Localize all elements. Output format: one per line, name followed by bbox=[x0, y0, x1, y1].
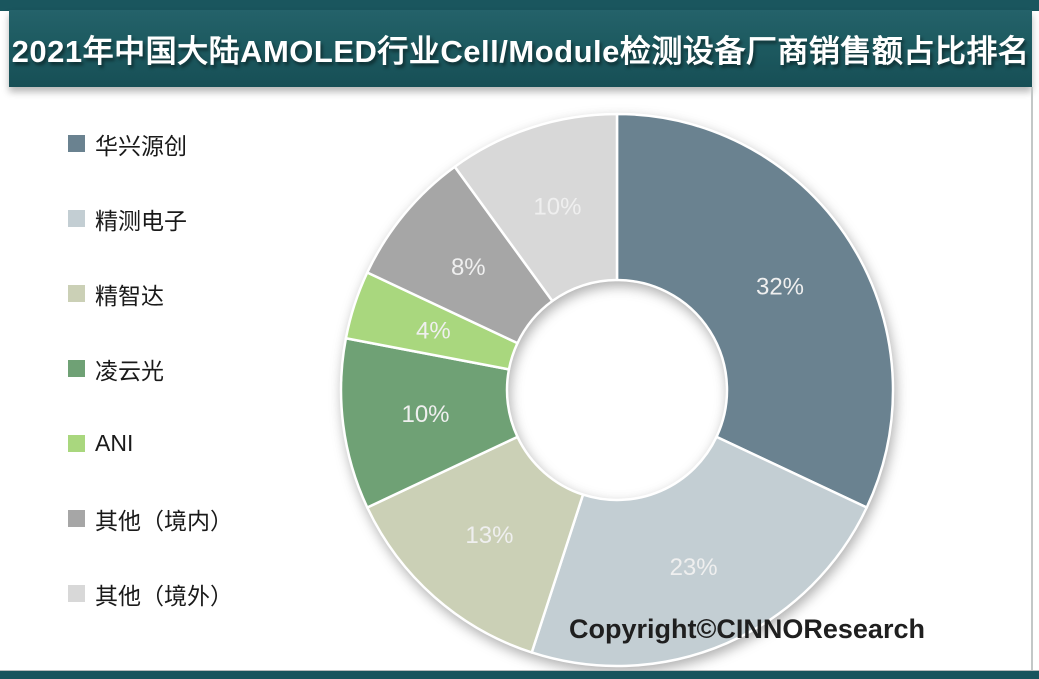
donut-slices bbox=[339, 112, 895, 668]
top-edge-strip bbox=[0, 0, 1039, 11]
slice-label: 10% bbox=[401, 401, 449, 428]
right-edge-line bbox=[1031, 87, 1033, 671]
legend-swatch bbox=[68, 435, 85, 452]
legend-label: 精智达 bbox=[95, 282, 164, 309]
copyright-watermark: Copyright©CINNOResearch bbox=[569, 614, 925, 644]
legend-label: 华兴源创 bbox=[95, 132, 187, 159]
donut-slice bbox=[530, 435, 868, 668]
legend-label: 凌云光 bbox=[95, 357, 164, 384]
legend-item: 华兴源创 bbox=[68, 131, 233, 159]
slice-label: 10% bbox=[533, 193, 581, 220]
slice-label: 4% bbox=[416, 317, 451, 344]
bottom-edge-strip bbox=[0, 670, 1039, 679]
legend-item: 其他（境内） bbox=[68, 506, 233, 534]
legend-swatch bbox=[68, 285, 85, 302]
legend-item: 精测电子 bbox=[68, 206, 233, 234]
slice-label: 8% bbox=[451, 254, 486, 281]
slice-label: 23% bbox=[670, 554, 718, 581]
legend-item: 其他（境外） bbox=[68, 581, 233, 609]
legend-swatch bbox=[68, 585, 85, 602]
slice-label: 32% bbox=[756, 274, 804, 301]
legend-swatch bbox=[68, 210, 85, 227]
legend-label: 其他（境外） bbox=[95, 582, 233, 609]
legend-item: 凌云光 bbox=[68, 356, 233, 384]
legend-label: ANI bbox=[95, 430, 134, 456]
donut-slice bbox=[339, 337, 519, 509]
legend-swatch bbox=[68, 135, 85, 152]
title-bar: 2021年中国大陆AMOLED行业Cell/Module检测设备厂商销售额占比排… bbox=[9, 10, 1032, 87]
donut-slice bbox=[453, 112, 619, 303]
donut-slice bbox=[366, 435, 585, 654]
legend-swatch bbox=[68, 360, 85, 377]
legend-item: ANI bbox=[68, 430, 233, 456]
legend-label: 其他（境内） bbox=[95, 507, 233, 534]
page-title: 2021年中国大陆AMOLED行业Cell/Module检测设备厂商销售额占比排… bbox=[11, 34, 1030, 69]
legend-swatch bbox=[68, 510, 85, 527]
legend-item: 精智达 bbox=[68, 281, 233, 309]
legend-label: 精测电子 bbox=[95, 207, 187, 234]
slice-label: 13% bbox=[465, 522, 513, 549]
donut-slice bbox=[615, 112, 895, 509]
chart-legend: 华兴源创精测电子精智达凌云光 ANI 其他（境内） 其他（境外） bbox=[68, 131, 233, 609]
